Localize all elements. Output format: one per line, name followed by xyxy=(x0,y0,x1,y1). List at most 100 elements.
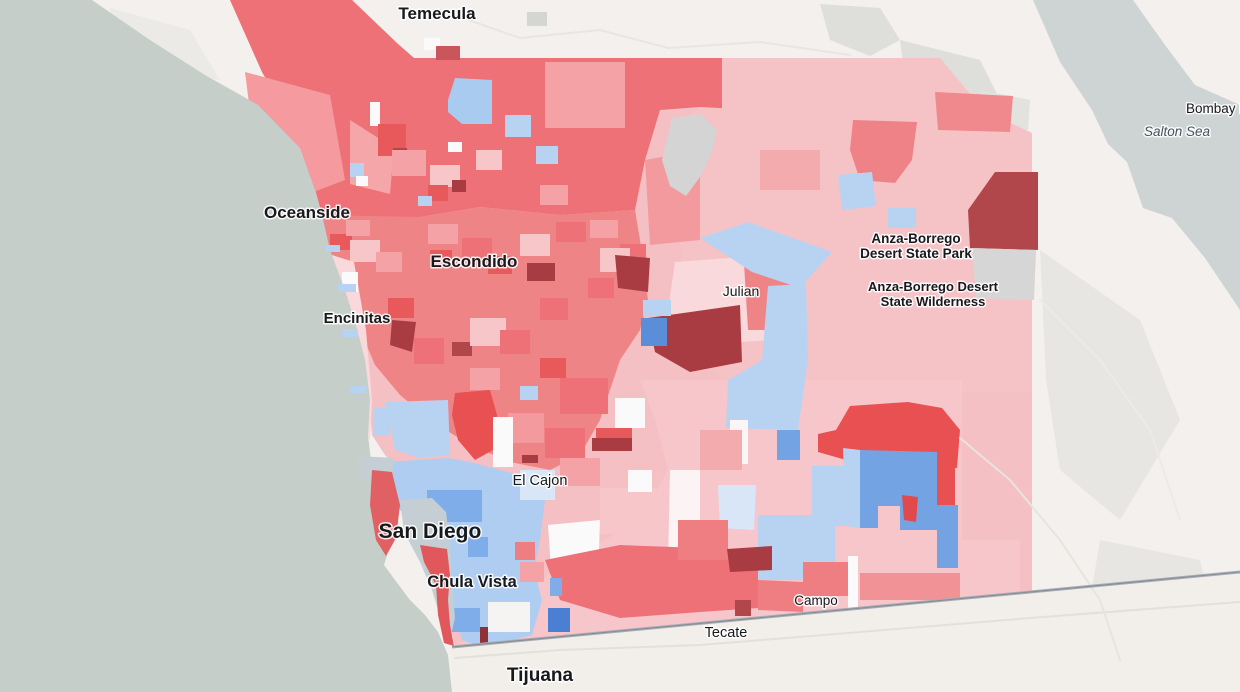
white-alpine-2[interactable] xyxy=(615,398,645,428)
tex-rb-red[interactable] xyxy=(414,338,444,364)
terrain-nw xyxy=(110,8,220,80)
north-pink-notch[interactable] xyxy=(545,62,625,128)
lakeside-maroon-blob[interactable] xyxy=(592,438,632,451)
fallbrook-blue[interactable] xyxy=(448,78,492,124)
tex-n6[interactable] xyxy=(505,170,535,194)
east-blue-band[interactable] xyxy=(726,284,808,430)
label-tijuana: Tijuana xyxy=(507,665,574,686)
otay-pink-patch[interactable] xyxy=(520,562,544,582)
tex-jamul-pink[interactable] xyxy=(600,488,656,534)
sd-blue-med-col[interactable] xyxy=(550,578,562,596)
otay-red-patch[interactable] xyxy=(515,542,535,560)
sd-pale-blue-ne[interactable] xyxy=(520,470,555,500)
borrego-pink-2[interactable] xyxy=(760,150,820,190)
point-loma-red[interactable] xyxy=(370,470,400,556)
tex-n5[interactable] xyxy=(476,150,502,170)
miramesa-blue[interactable] xyxy=(385,400,450,458)
tex-carlsbad-lt[interactable] xyxy=(376,252,402,272)
tex-vista-red[interactable] xyxy=(462,238,492,262)
campo-red-tick[interactable] xyxy=(902,495,918,522)
tex-n8-lake-blue[interactable] xyxy=(418,196,432,206)
label-anza-borrego-wilderness: Anza-Borrego Desert State Wilderness xyxy=(868,279,999,309)
tex-n7[interactable] xyxy=(540,185,568,205)
cuyamaca-blue-light[interactable] xyxy=(643,300,671,316)
ne-gray[interactable] xyxy=(972,248,1036,300)
lagoon-1 xyxy=(338,284,356,292)
escondido-dark-red[interactable] xyxy=(527,263,555,281)
tex-oceanside-pink[interactable] xyxy=(346,220,370,236)
tex-n9-white[interactable] xyxy=(448,142,462,152)
tex-escondido-red2[interactable] xyxy=(540,298,568,320)
tex-escondido-n-red[interactable] xyxy=(556,222,586,242)
white-col-poway[interactable] xyxy=(493,417,513,467)
ramona-red[interactable] xyxy=(560,378,608,414)
tex-n1[interactable] xyxy=(392,150,426,176)
campo-band-e[interactable] xyxy=(803,562,858,596)
tex-rb-dark[interactable] xyxy=(452,342,472,356)
tex-n3[interactable] xyxy=(428,185,448,201)
tex-escondido-n-pink[interactable] xyxy=(590,220,618,238)
pine-valley-blue[interactable] xyxy=(777,430,800,460)
road-temecula xyxy=(439,9,851,56)
tex-sanmarcos-red[interactable] xyxy=(488,256,512,274)
south-pink-patch[interactable] xyxy=(700,430,742,470)
campo-band-w[interactable] xyxy=(758,580,803,612)
tex-valley-red[interactable] xyxy=(588,278,614,298)
tex-elcajon-pink[interactable] xyxy=(560,458,600,486)
borrego-red-top[interactable] xyxy=(935,92,1013,132)
east-blue-med[interactable] xyxy=(860,450,937,530)
tex-vista-s-red[interactable] xyxy=(430,250,452,268)
dark-red-mid[interactable] xyxy=(615,255,650,292)
tex-sanmarcos-pink[interactable] xyxy=(520,234,550,256)
vivid-red-poway[interactable] xyxy=(452,390,497,460)
ne-julian-blue-wedge[interactable] xyxy=(700,222,832,288)
lajolla-blue[interactable] xyxy=(374,408,390,436)
tex-poway-pink[interactable] xyxy=(470,368,500,390)
el-cajon-red-cluster[interactable] xyxy=(545,428,585,458)
valley-center-blue[interactable] xyxy=(536,146,558,164)
borrego-red-patch[interactable] xyxy=(850,120,917,183)
tex-poway-red[interactable] xyxy=(500,330,530,354)
tex-rb-pink[interactable] xyxy=(470,318,506,346)
sd-blue-med-2[interactable] xyxy=(452,608,480,632)
bonsall-blue[interactable] xyxy=(505,115,531,137)
tex-poway-red2[interactable] xyxy=(540,358,566,378)
road-east-desert-2 xyxy=(1039,299,1181,521)
east-blue-col[interactable] xyxy=(937,505,958,568)
julian-dark-red[interactable] xyxy=(648,305,742,372)
coronado-red-strip[interactable] xyxy=(420,545,454,646)
la-mesa-maroon[interactable] xyxy=(522,455,538,463)
jacumba-blue-light[interactable] xyxy=(812,466,860,526)
south-red-band[interactable] xyxy=(545,545,758,618)
label-tecate: Tecate xyxy=(705,625,748,641)
se-med-pink-row[interactable] xyxy=(860,573,960,600)
label-chula-vista: Chula Vista xyxy=(427,573,517,591)
campo-dark-red[interactable] xyxy=(735,600,751,616)
borrego-blue-1[interactable] xyxy=(838,172,876,210)
gray-mesa-grande[interactable] xyxy=(662,114,717,196)
tex-coast-blue[interactable] xyxy=(350,163,364,177)
borrego-blue-2[interactable] xyxy=(888,208,916,228)
south-white-patch[interactable] xyxy=(488,602,530,632)
jamul-dark-red[interactable] xyxy=(727,546,772,572)
otay-red-sw[interactable] xyxy=(678,520,728,560)
escondido-dark-2[interactable] xyxy=(390,320,416,352)
tex-scripps-pink[interactable] xyxy=(508,413,544,443)
tex-poway-blue[interactable] xyxy=(520,386,538,400)
sd-blue-deep[interactable] xyxy=(548,608,570,632)
tex-coast-white[interactable] xyxy=(356,176,368,186)
pale-blue-south[interactable] xyxy=(718,485,756,530)
tex-encinitas-red[interactable] xyxy=(388,298,414,318)
sd-blue-med-3[interactable] xyxy=(468,537,488,557)
tex-n4[interactable] xyxy=(452,180,466,192)
fallbrook-dark-red[interactable] xyxy=(436,46,460,60)
tex-fallbrook-white2[interactable] xyxy=(370,102,380,126)
white-alpine-3[interactable] xyxy=(628,470,652,492)
tex-carlsbad-pink[interactable] xyxy=(350,240,380,262)
ne-dark-red[interactable] xyxy=(968,172,1038,250)
tex-vista-pink[interactable] xyxy=(428,224,458,244)
campo-white-strip[interactable] xyxy=(848,556,858,608)
lagoon-3 xyxy=(350,386,366,393)
cuyamaca-blue[interactable] xyxy=(641,318,667,346)
